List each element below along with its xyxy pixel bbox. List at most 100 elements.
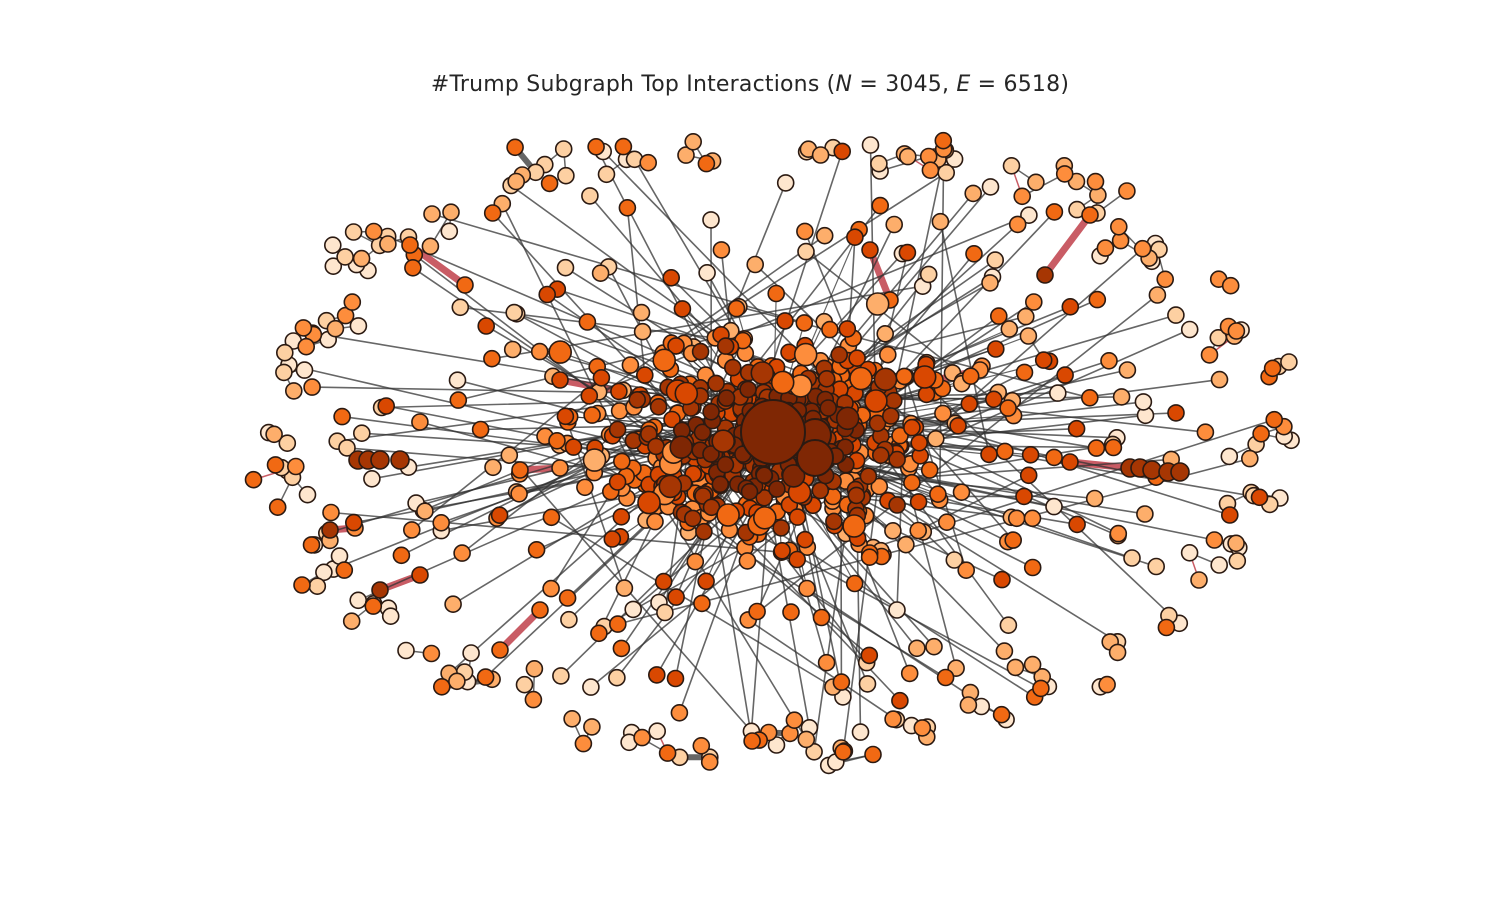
graph-node (746, 255, 765, 274)
graph-node (755, 466, 774, 485)
graph-node (926, 429, 945, 448)
graph-node (781, 464, 806, 488)
graph-node (1008, 215, 1027, 234)
graph-node (957, 561, 976, 580)
title-prefix: #Trump Subgraph Top Interactions ( (430, 72, 836, 97)
graph-node (772, 519, 791, 537)
graph-node (1015, 487, 1033, 506)
graph-node (860, 646, 879, 665)
graph-node (811, 146, 830, 164)
graph-node (576, 478, 594, 497)
graph-node (1019, 327, 1038, 345)
graph-node (888, 601, 906, 619)
graph-node (556, 407, 575, 426)
graph-node (658, 744, 677, 762)
graph-node (861, 136, 880, 154)
graph-node (833, 142, 852, 161)
graph-node (1227, 322, 1246, 340)
graph-node (542, 508, 561, 527)
graph-node (490, 506, 509, 525)
graph-node (635, 366, 654, 384)
graph-node (315, 563, 333, 582)
graph-node (798, 579, 816, 598)
edge (776, 488, 828, 664)
graph-node (793, 342, 818, 367)
graph-node (344, 513, 363, 532)
graph-node (343, 293, 362, 311)
graph-node (1134, 393, 1153, 411)
graph-node (817, 369, 836, 388)
graph-node (1023, 655, 1042, 674)
graph-node (1006, 658, 1025, 677)
graph-node (583, 718, 601, 736)
graph-node (1156, 270, 1174, 289)
graph-node (691, 342, 710, 361)
graph-node (884, 521, 902, 540)
graph-node (929, 485, 947, 504)
graph-node (563, 709, 581, 728)
edge (675, 171, 948, 347)
graph-node (670, 703, 689, 722)
graph-node (908, 639, 926, 658)
graph-node (993, 570, 1011, 589)
graph-node (848, 349, 866, 368)
graph-node (1190, 571, 1208, 589)
edge (626, 207, 646, 376)
graph-node (1002, 157, 1021, 175)
graph-node (364, 222, 383, 241)
graph-node (1045, 448, 1063, 467)
graph-node (612, 452, 631, 471)
graph-node (370, 450, 390, 470)
graph-node (538, 285, 557, 304)
graph-node (524, 690, 543, 709)
graph-node (898, 147, 917, 166)
graph-node (266, 456, 285, 474)
graph-node (739, 380, 757, 399)
graph-node (1067, 419, 1086, 438)
graph-node (1265, 410, 1283, 429)
graph-node (564, 438, 583, 456)
graph-node (917, 385, 936, 404)
graph-node (934, 404, 952, 423)
graph-node (773, 541, 791, 560)
edge (839, 430, 843, 683)
graph-node (1252, 424, 1270, 443)
graph-node (716, 503, 740, 527)
graph-node (752, 505, 777, 530)
graph-node (411, 566, 429, 584)
graph-node (819, 399, 838, 417)
graph-node (578, 313, 597, 331)
graph-node (673, 300, 692, 318)
graph-node (507, 172, 526, 191)
graph-node (618, 199, 637, 217)
graph-node (295, 361, 314, 379)
graph-node (321, 521, 339, 539)
hub-node (740, 399, 806, 465)
graph-node (342, 612, 361, 631)
heavy-edge (496, 606, 544, 654)
graph-node (1045, 203, 1064, 221)
graph-node (743, 732, 761, 750)
graph-node (1023, 509, 1042, 528)
graph-node (1221, 506, 1239, 524)
chart-title: #Trump Subgraph Top Interactions (N = 30… (0, 72, 1500, 97)
graph-node (900, 664, 919, 683)
graph-node (268, 498, 287, 517)
graph-node (842, 514, 866, 538)
graph-node (727, 299, 746, 318)
graph-node (845, 574, 864, 593)
graph-node (695, 522, 713, 541)
graph-node (1020, 206, 1038, 224)
graph-node (525, 659, 544, 678)
graph-node (873, 367, 898, 392)
graph-node (711, 429, 736, 454)
graph-node (1098, 675, 1116, 694)
graph-node (663, 410, 681, 429)
graph-node (738, 552, 757, 570)
graph-node (1263, 359, 1282, 378)
graph-node (554, 140, 573, 158)
graph-node (633, 728, 651, 747)
graph-node (667, 588, 685, 606)
graph-node (895, 367, 914, 386)
graph-node (322, 503, 340, 522)
